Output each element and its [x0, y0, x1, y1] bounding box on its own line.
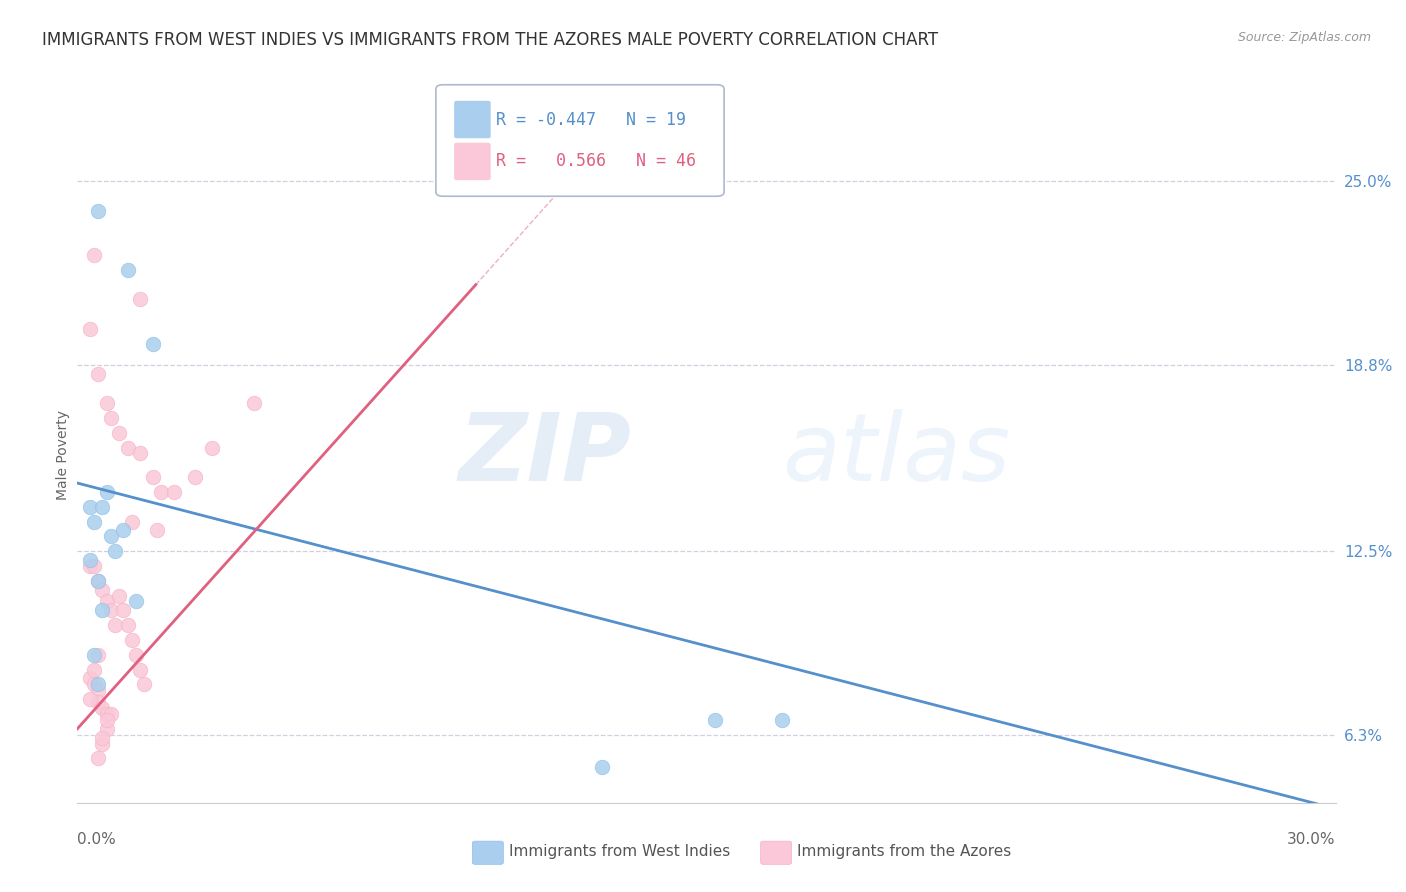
Point — [96, 484, 118, 499]
Point — [129, 663, 152, 677]
Point — [87, 648, 110, 662]
Point — [121, 515, 143, 529]
Point — [129, 446, 152, 460]
Point — [87, 574, 110, 588]
Point — [83, 663, 105, 677]
Point — [100, 706, 122, 721]
Point — [121, 632, 143, 647]
Point — [104, 618, 127, 632]
Point — [91, 701, 114, 715]
Point — [83, 558, 105, 573]
Text: atlas: atlas — [782, 409, 1011, 500]
Text: Immigrants from West Indies: Immigrants from West Indies — [509, 845, 730, 859]
Point — [87, 677, 110, 691]
Point — [79, 322, 101, 336]
Point — [770, 713, 793, 727]
Text: Source: ZipAtlas.com: Source: ZipAtlas.com — [1237, 31, 1371, 45]
Point — [184, 470, 207, 484]
Point — [117, 618, 139, 632]
Point — [125, 594, 148, 608]
Point — [91, 582, 114, 597]
Point — [242, 396, 264, 410]
Point — [142, 470, 165, 484]
Point — [703, 713, 725, 727]
Point — [87, 695, 110, 709]
Point — [129, 293, 152, 307]
Point — [146, 524, 169, 538]
Point — [79, 672, 101, 686]
Point — [200, 441, 222, 455]
Point — [91, 731, 114, 745]
Y-axis label: Male Poverty: Male Poverty — [56, 410, 70, 500]
Point — [591, 760, 613, 774]
Point — [117, 263, 139, 277]
Text: 0.0%: 0.0% — [77, 832, 117, 847]
Point — [83, 648, 105, 662]
Point — [79, 558, 101, 573]
Point — [125, 648, 148, 662]
Text: 30.0%: 30.0% — [1288, 832, 1336, 847]
Point — [100, 529, 122, 543]
Text: R =   0.566   N = 46: R = 0.566 N = 46 — [496, 153, 696, 170]
Point — [87, 367, 110, 381]
Point — [87, 574, 110, 588]
Point — [87, 683, 110, 698]
Point — [112, 524, 135, 538]
Point — [91, 500, 114, 514]
Text: R = -0.447   N = 19: R = -0.447 N = 19 — [496, 111, 686, 128]
Point — [79, 500, 101, 514]
Point — [96, 594, 118, 608]
Point — [87, 203, 110, 218]
Point — [96, 706, 118, 721]
Point — [108, 425, 131, 440]
Point — [134, 677, 156, 691]
Point — [96, 396, 118, 410]
Point — [112, 603, 135, 617]
Point — [79, 692, 101, 706]
Text: Immigrants from the Azores: Immigrants from the Azores — [797, 845, 1011, 859]
Point — [100, 411, 122, 425]
Text: IMMIGRANTS FROM WEST INDIES VS IMMIGRANTS FROM THE AZORES MALE POVERTY CORRELATI: IMMIGRANTS FROM WEST INDIES VS IMMIGRANT… — [42, 31, 938, 49]
Point — [83, 248, 105, 262]
Point — [83, 515, 105, 529]
Point — [117, 441, 139, 455]
Point — [83, 677, 105, 691]
Text: ZIP: ZIP — [458, 409, 631, 501]
Point — [150, 484, 173, 499]
Point — [100, 603, 122, 617]
Point — [91, 737, 114, 751]
Point — [96, 722, 118, 736]
Point — [79, 553, 101, 567]
Point — [87, 751, 110, 765]
Point — [142, 337, 165, 351]
Point — [91, 603, 114, 617]
Point — [108, 589, 131, 603]
Point — [163, 484, 186, 499]
Point — [104, 544, 127, 558]
Point — [96, 713, 118, 727]
